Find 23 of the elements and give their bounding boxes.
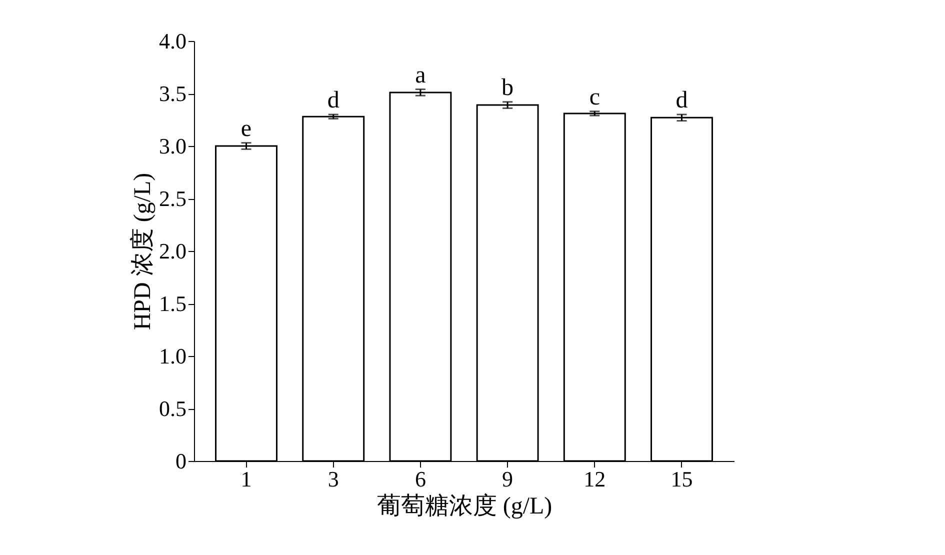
annotation: d bbox=[327, 88, 340, 114]
y-tick-label: 3.5 bbox=[159, 81, 186, 106]
x-tick-label: 12 bbox=[584, 466, 606, 492]
y-tick-label: 1.5 bbox=[159, 291, 186, 316]
y-tick-label: 0.5 bbox=[159, 396, 186, 421]
x-tick-label: 3 bbox=[328, 466, 339, 492]
x-tick-label: 1 bbox=[240, 466, 252, 492]
y-tick-label: 3.0 bbox=[159, 134, 186, 158]
y-tick-label: 2.5 bbox=[159, 186, 186, 211]
y-tick-label: 4.0 bbox=[159, 28, 186, 54]
y-axis-title: HPD 浓度 (g/L) bbox=[129, 172, 156, 330]
x-axis-title: 葡萄糖浓度 (g/L) bbox=[376, 492, 552, 520]
annotation: d bbox=[676, 88, 688, 114]
annotation: b bbox=[502, 74, 514, 101]
annotation: c bbox=[589, 84, 600, 110]
y-tick-label: 2.0 bbox=[159, 238, 186, 264]
x-tick-label: 9 bbox=[502, 466, 514, 492]
y-tick-label: 0 bbox=[176, 448, 186, 474]
y-tick-label: 1.0 bbox=[159, 344, 186, 368]
x-tick-label: 6 bbox=[414, 466, 426, 492]
x-tick-label: 15 bbox=[670, 466, 693, 492]
annotation: e bbox=[240, 116, 252, 142]
annotation: a bbox=[415, 62, 426, 88]
